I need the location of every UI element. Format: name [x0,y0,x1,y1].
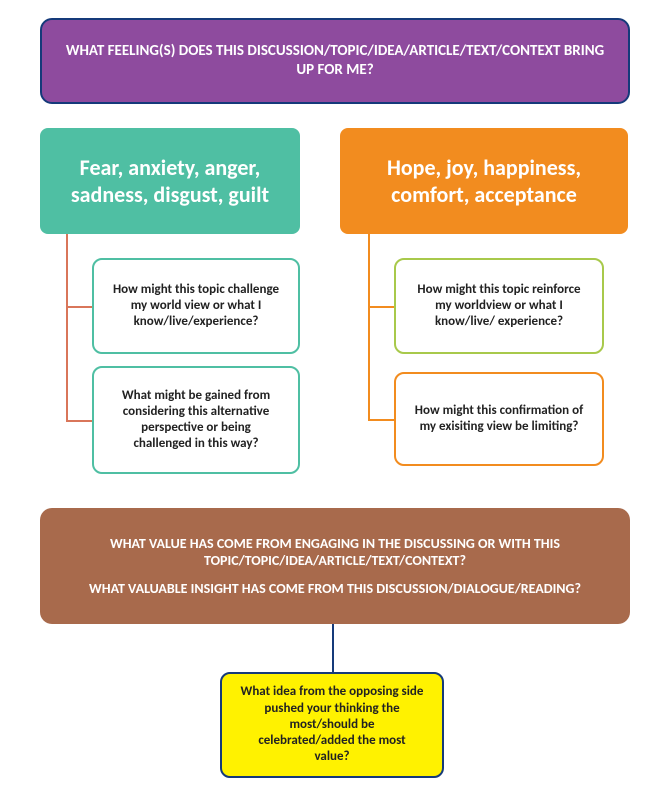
value-summary-box: WHAT VALUE HAS COME FROM ENGAGING IN THE… [40,508,630,624]
right-question-1-text: How might this topic reinforce my worldv… [414,282,584,331]
positive-feelings-header: Hope, joy, happiness, comfort, acceptanc… [340,128,628,234]
synthesis-question-text: What idea from the opposing side pushed … [240,684,424,765]
left-tree-h1 [66,306,92,308]
right-tree-vertical [368,234,370,419]
left-question-2-box: What might be gained from considering th… [92,366,300,474]
left-question-1-text: How might this topic challenge my world … [112,282,280,331]
left-question-2-text: What might be gained from considering th… [112,388,280,453]
right-tree-h2 [368,419,394,421]
top-question-text: WHAT FEELING(S) DOES THIS DISCUSSION/TOP… [60,42,610,80]
bottom-connector [332,624,334,672]
right-tree-h1 [368,306,394,308]
right-question-2-box: How might this confirmation of my exisit… [394,372,604,466]
synthesis-question-box: What idea from the opposing side pushed … [220,672,444,778]
negative-feelings-header: Fear, anxiety, anger, sadness, disgust, … [40,128,300,234]
negative-feelings-text: Fear, anxiety, anger, sadness, disgust, … [58,154,282,209]
right-question-2-text: How might this confirmation of my exisit… [414,403,584,436]
left-tree-vertical [66,234,68,420]
value-summary-text-1: WHAT VALUE HAS COME FROM ENGAGING IN THE… [58,535,612,570]
left-question-1-box: How might this topic challenge my world … [92,258,300,354]
positive-feelings-text: Hope, joy, happiness, comfort, acceptanc… [358,154,610,209]
value-summary-text-2: WHAT VALUABLE INSIGHT HAS COME FROM THIS… [89,580,581,598]
right-question-1-box: How might this topic reinforce my worldv… [394,258,604,354]
top-question-box: WHAT FEELING(S) DOES THIS DISCUSSION/TOP… [40,18,630,104]
left-tree-h2 [66,420,92,422]
